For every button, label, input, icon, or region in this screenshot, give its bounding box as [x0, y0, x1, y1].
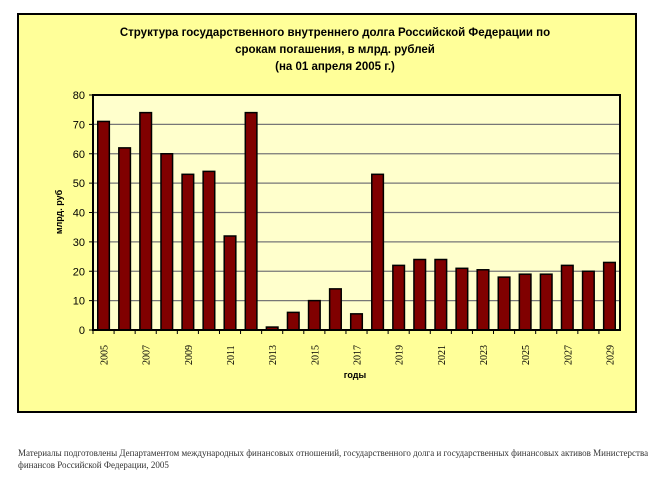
bar-2019: [392, 264, 406, 331]
x-tick-label: 2021: [437, 345, 448, 365]
y-tick-label: 0: [79, 325, 85, 337]
bar-chart: Структура государственного внутреннего д…: [17, 13, 637, 413]
bar-2018: [371, 173, 385, 331]
bar-2014: [286, 311, 300, 331]
x-tick-label: 2023: [479, 345, 490, 365]
bar-2029: [602, 261, 617, 331]
bar-2012: [244, 111, 258, 331]
bar-2009: [181, 173, 195, 331]
y-tick-label: 50: [73, 178, 85, 190]
bar-2010: [202, 170, 216, 331]
x-axis-label: годы: [344, 370, 367, 380]
bar-2011: [223, 235, 237, 331]
x-tick-label: 2019: [395, 345, 406, 365]
x-tick-label: 2017: [353, 345, 364, 365]
y-tick-label: 30: [73, 237, 85, 249]
bar-2006: [118, 147, 132, 331]
y-tick-label: 10: [73, 296, 85, 308]
x-tick-label: 2015: [310, 345, 321, 365]
bar-2015: [307, 299, 321, 331]
x-tick-label: 2011: [226, 345, 237, 365]
y-axis-label: млрд. руб: [54, 189, 64, 234]
x-tick-label: 2025: [521, 345, 532, 365]
y-tick-label: 20: [73, 266, 85, 278]
bar-2007: [139, 111, 153, 331]
bar-2008: [160, 153, 174, 331]
bar-2021: [434, 258, 448, 331]
footer-line-1: Материалы подготовлены Департаментом меж…: [18, 448, 649, 458]
bar-2020: [413, 258, 427, 331]
bar-2024: [497, 276, 511, 331]
bar-2023: [476, 269, 490, 331]
bar-2026: [539, 273, 553, 331]
bar-2025: [518, 273, 532, 331]
x-tick-label: 2007: [142, 345, 153, 365]
bar-2022: [455, 267, 469, 331]
footer-line-2: финансов Российской Федерации, 2005: [18, 460, 169, 470]
chart-title-line-2: срокам погашения, в млрд. рублей: [235, 44, 435, 56]
chart-title-line-3: (на 01 апреля 2005 г.): [275, 61, 395, 73]
y-tick-label: 60: [73, 149, 85, 161]
y-tick-label: 70: [73, 119, 85, 131]
x-tick-label: 2013: [268, 345, 279, 365]
x-tick-label: 2005: [100, 345, 111, 365]
x-tick-label: 2027: [563, 345, 574, 365]
chart-title-line-1: Структура государственного внутреннего д…: [120, 27, 550, 39]
footer-note: Материалы подготовлены Департаментом меж…: [18, 447, 668, 471]
x-tick-label: 2009: [184, 345, 195, 365]
y-tick-label: 80: [73, 90, 85, 102]
x-tick-label: 2029: [605, 345, 616, 365]
bar-2005: [96, 120, 111, 331]
y-tick-label: 40: [73, 208, 85, 220]
bar-2028: [581, 270, 595, 331]
bar-2017: [349, 313, 364, 331]
bar-2016: [328, 288, 342, 331]
bar-2027: [560, 264, 574, 331]
